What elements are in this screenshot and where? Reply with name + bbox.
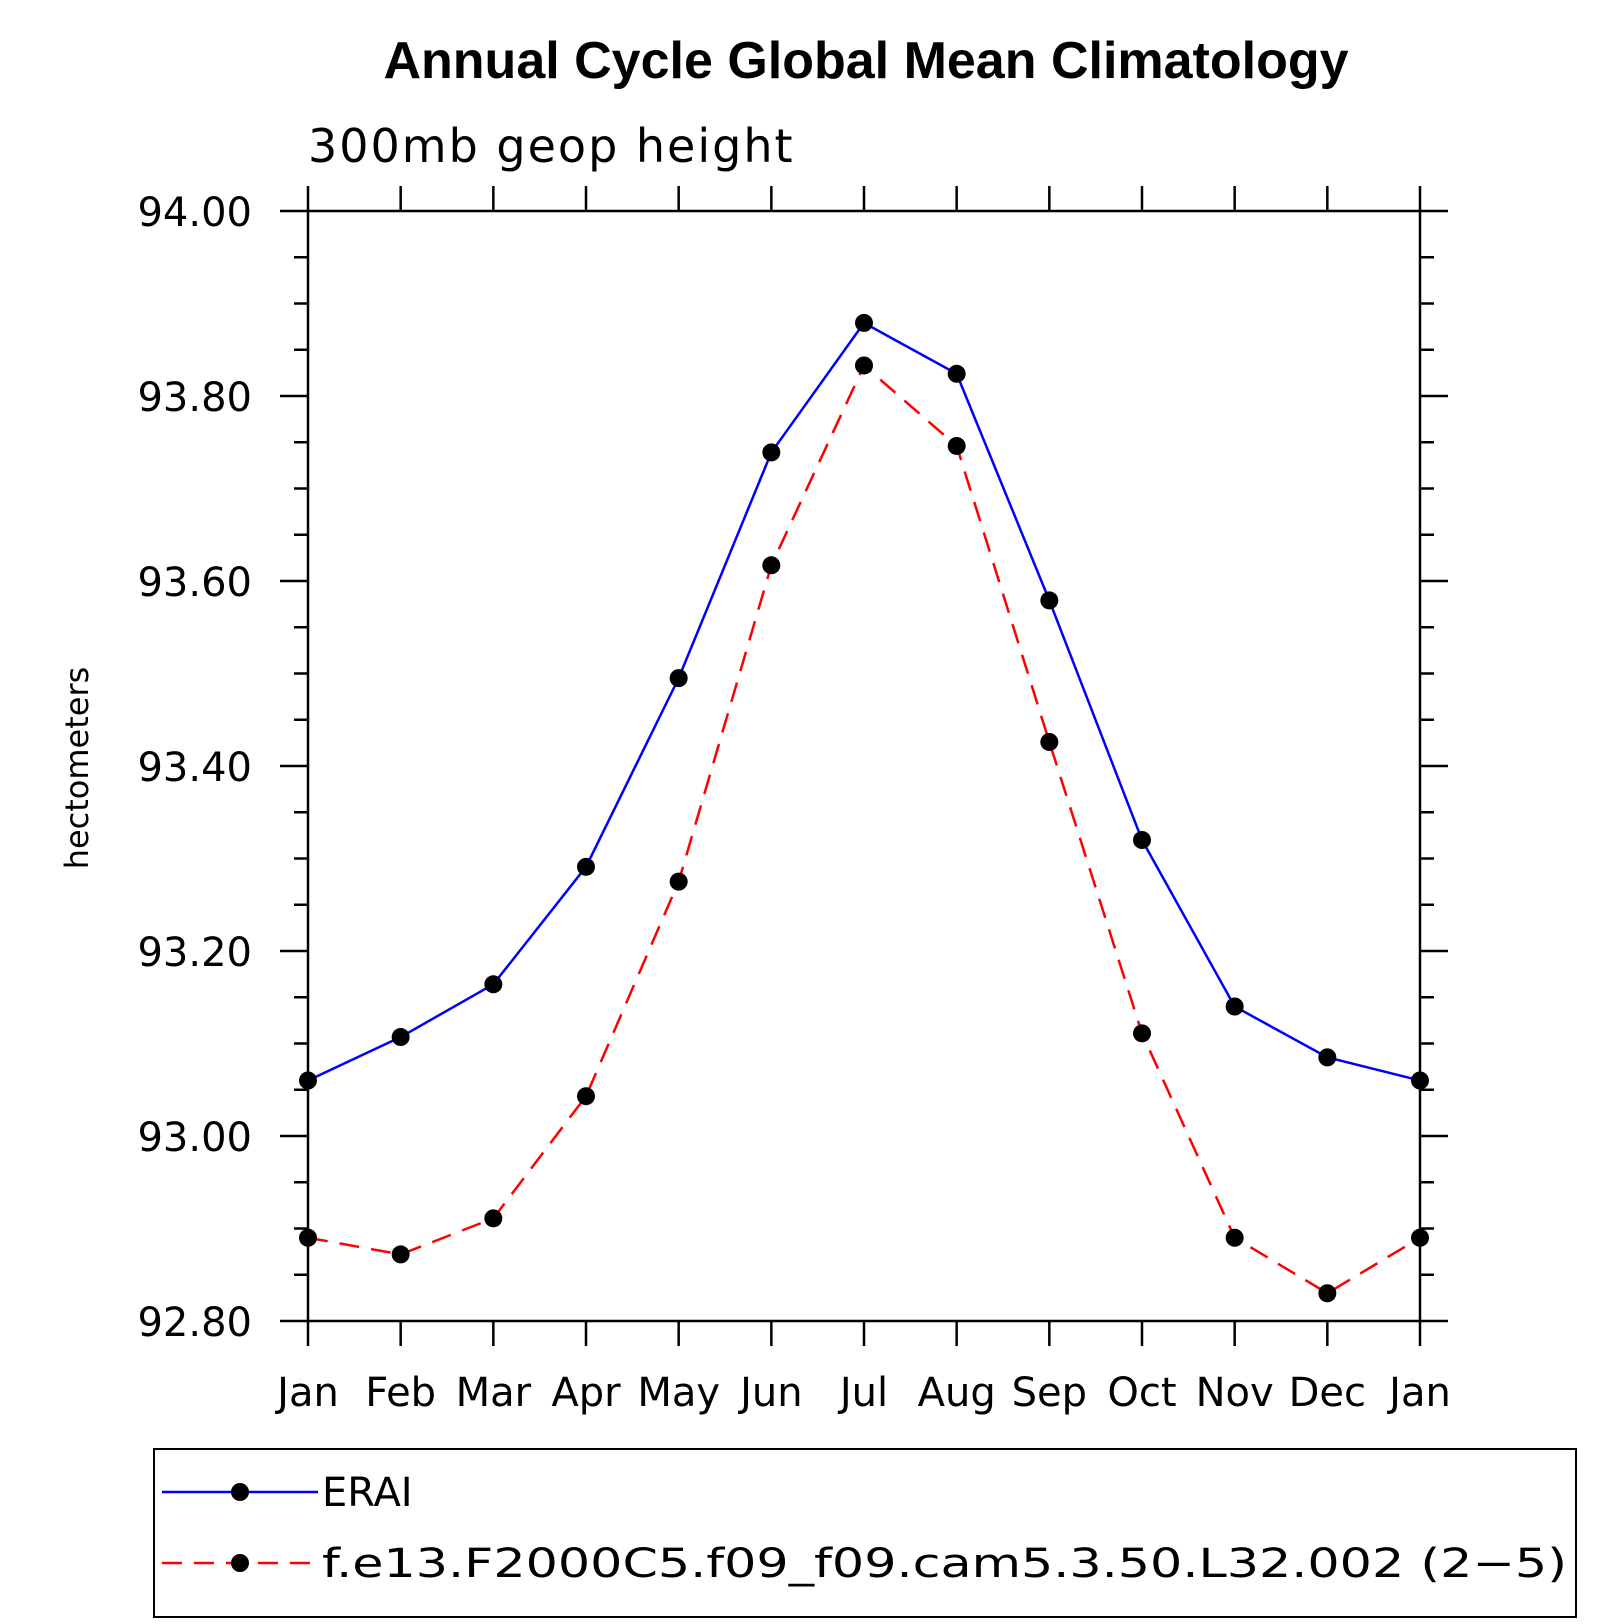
data-point-model [391,1245,410,1264]
y-tick-label: 92.80 [137,1300,252,1346]
x-tick-label: Jul [837,1370,888,1416]
data-point-model [947,436,966,455]
y-tick-label: 93.40 [137,745,252,791]
x-tick-label: Sep [1012,1370,1087,1416]
chart-subtitle: 300mb geop height [308,119,795,173]
series-layer [299,313,1429,1303]
chart-title: Annual Cycle Global Mean Climatology [383,32,1348,90]
x-tick-label: Mar [456,1370,532,1416]
data-point-erai [577,857,595,876]
data-point-erai [1411,1071,1429,1090]
legend: ERAI f.e13.F2000C5.f09_f09.cam5.3.50.L32… [153,1448,1577,1618]
y-axis-label: hectometers [58,667,96,870]
series-line-erai [307,321,1421,1082]
data-point-erai [947,364,966,383]
y-tick-label: 93.20 [137,930,252,976]
data-point-model [484,1209,503,1228]
axes [280,186,1448,1346]
y-tick-labels: 92.80 93.00 93.20 93.40 93.60 93.80 94.00 [137,190,252,1346]
data-point-model [299,1228,317,1247]
data-point-erai [1318,1048,1337,1067]
y-tick-label: 93.60 [137,560,252,606]
legend-marker-model [231,1554,249,1572]
y-tick-label: 94.00 [137,190,252,236]
x-tick-label: Jan [1386,1370,1451,1416]
data-point-model [855,356,873,375]
legend-label-erai: ERAI [322,1470,413,1516]
x-tick-label: May [637,1370,720,1416]
data-point-model [1318,1284,1337,1303]
x-tick-label: Apr [551,1370,621,1416]
legend-label-model: f.e13.F2000C5.f09_f09.cam5.3.50.L32.002 … [322,1541,1567,1587]
data-point-erai [1225,997,1244,1016]
data-point-erai [1040,591,1059,610]
data-point-model [1133,1024,1151,1043]
data-point-erai [762,443,781,462]
series-line-model [307,363,1421,1295]
data-point-model [762,556,781,575]
data-point-erai [855,313,873,332]
data-point-erai [1133,831,1151,849]
data-point-model [1411,1228,1429,1247]
x-tick-labels: Jan Feb Mar Apr May Jun Jul Aug Sep Oct Nov Dec Jan [274,1370,1451,1416]
data-point-model [1225,1228,1244,1247]
y-tick-label: 93.00 [137,1115,252,1161]
data-point-erai [484,975,503,994]
x-tick-label: Jan [274,1370,339,1416]
plot-frame [306,209,1422,1323]
data-point-model [577,1087,595,1106]
data-point-model [669,872,688,891]
x-tick-label: Nov [1196,1370,1274,1416]
x-tick-label: Feb [365,1370,436,1416]
y-tick-label: 93.80 [137,375,252,421]
x-tick-label: Aug [918,1370,996,1416]
x-tick-label: Jun [737,1370,803,1416]
data-point-erai [299,1071,317,1090]
x-tick-label: Dec [1289,1370,1366,1416]
legend-box [153,1448,1577,1618]
legend-marker-erai [231,1483,249,1501]
data-point-model [1040,732,1059,751]
x-tick-label: Oct [1107,1370,1176,1416]
data-point-erai [391,1028,410,1047]
data-point-erai [669,669,688,688]
